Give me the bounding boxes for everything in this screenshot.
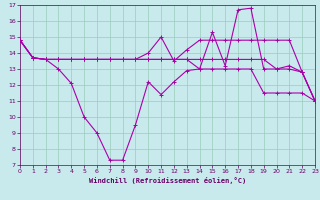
X-axis label: Windchill (Refroidissement éolien,°C): Windchill (Refroidissement éolien,°C) bbox=[89, 177, 246, 184]
